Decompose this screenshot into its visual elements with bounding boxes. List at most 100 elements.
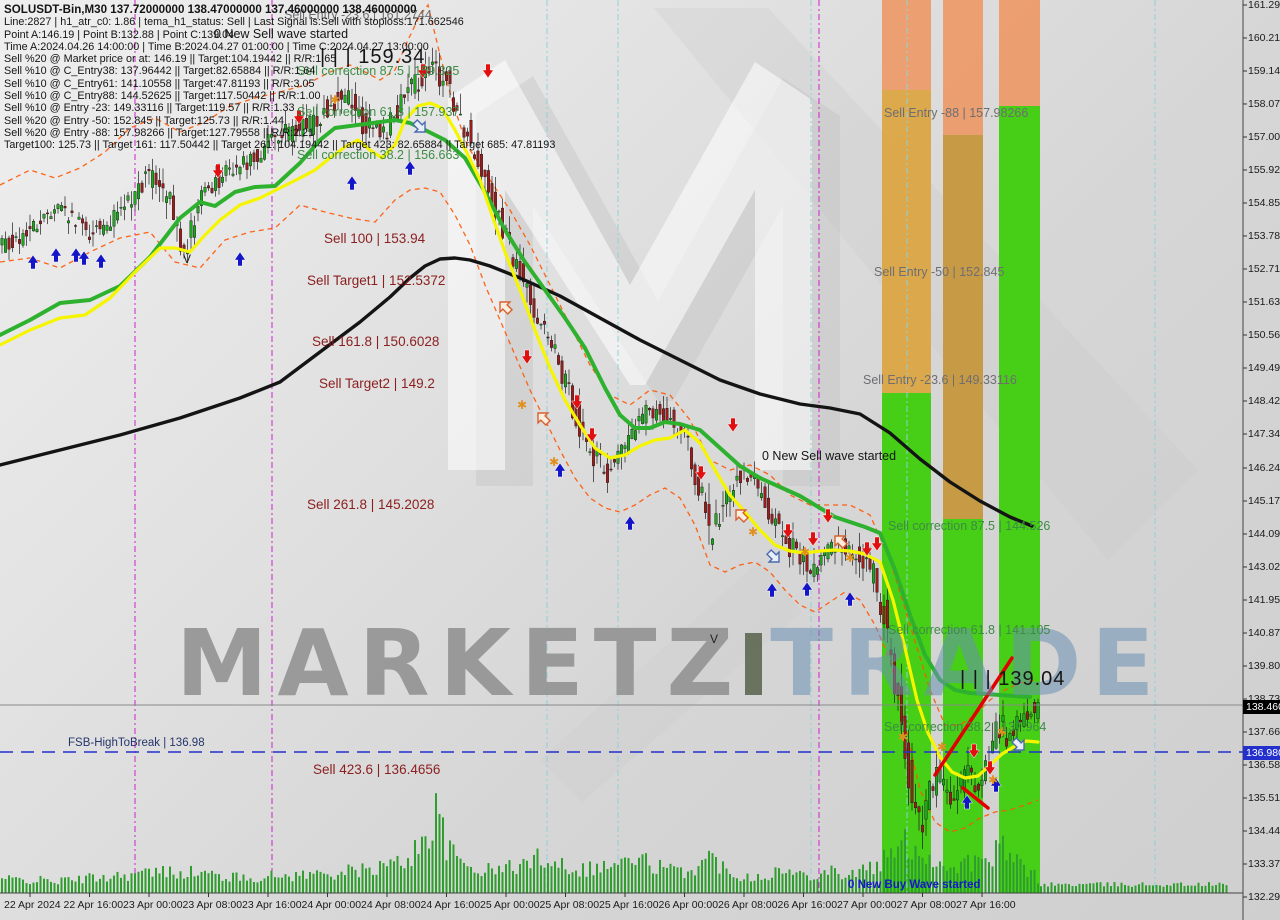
candle-body (557, 355, 560, 365)
volume-tick (1057, 883, 1060, 893)
volume-bar (904, 829, 906, 893)
volume-bar (120, 877, 122, 893)
volume-tick (1047, 886, 1049, 893)
volume-bar (1, 878, 3, 893)
candle-body (343, 94, 347, 103)
candle-body (123, 206, 126, 210)
candle-body (830, 541, 833, 555)
price-axis-label: 135.517 (1248, 791, 1280, 804)
sell-arrow-icon (482, 63, 494, 79)
candle-body (980, 779, 984, 786)
price-axis-label: 151.637 (1248, 296, 1280, 308)
stamp-arrow-up-icon (411, 118, 426, 133)
candle-body (102, 224, 105, 235)
volume-bar (78, 875, 80, 893)
buy-arrow-icon (990, 777, 1002, 793)
volume-bar (305, 878, 308, 893)
time-axis-label: 25 Apr 16:00 (599, 899, 659, 911)
candle-body (448, 70, 452, 84)
stamp-arrow-down-icon (834, 535, 849, 550)
time-axis-label: 26 Apr 16:00 (777, 899, 838, 911)
volume-bar (400, 865, 402, 893)
volume-bar (564, 869, 567, 893)
candle-body (991, 740, 994, 754)
trendline[interactable] (961, 786, 990, 810)
candle-body (546, 336, 550, 339)
volume-bar (8, 875, 10, 893)
candle-body (739, 470, 742, 484)
volume-bar (718, 873, 721, 893)
volume-bar (365, 868, 367, 893)
sell-arrow-icon (861, 541, 873, 557)
volume-bar (81, 883, 84, 893)
volume-bar (963, 858, 966, 893)
brand-watermark: MARKETZ TRADE (176, 618, 1164, 710)
candle-body (928, 781, 931, 810)
price-axis-label: 160.218 (1248, 31, 1280, 44)
volume-bar (144, 868, 147, 893)
candle-body (196, 206, 200, 214)
buy-arrow-icon (624, 515, 636, 531)
candle-body (399, 94, 403, 113)
price-axis-label: 147.347 (1248, 428, 1280, 440)
volume-bar (477, 873, 479, 893)
volume-bar (1023, 864, 1025, 893)
volume-bar (554, 861, 556, 893)
ma-yellow-line (0, 101, 1040, 780)
time-axis-label: 25 Apr 08:00 (539, 899, 600, 911)
envelope-upper-line (0, 3, 1036, 726)
volume-bar (452, 844, 455, 893)
stamp-arrow-up-icon (765, 548, 780, 563)
time-axis-label: 22 Apr 16:00 (63, 899, 124, 911)
volume-bar (928, 854, 931, 893)
trendline[interactable] (933, 656, 1014, 777)
volume-bar (382, 863, 385, 893)
volume-bar (750, 881, 752, 893)
volume-bar (627, 857, 630, 893)
price-axis-label: 137.662 (1248, 725, 1280, 738)
time-axis-label: 27 Apr 08:00 (896, 899, 957, 911)
price-axis-label: 146.242 (1248, 462, 1280, 474)
stamp-arrow-down-icon (735, 509, 750, 524)
price-axis-label: 141.952 (1248, 593, 1280, 606)
volume-bar (704, 858, 707, 893)
volume-bar (708, 850, 710, 893)
volume-tick (1159, 885, 1161, 893)
candle-body (690, 447, 693, 470)
candle-body (515, 259, 518, 269)
volume-tick (1148, 885, 1151, 893)
volume-bar (438, 813, 441, 893)
volume-tick (1152, 885, 1154, 893)
buy-arrow-icon (70, 247, 82, 263)
volume-bar (88, 873, 91, 893)
info-line: Sell %10 @ C_Entry38: 137.96442 || Targe… (4, 65, 316, 78)
volume-bar (722, 861, 724, 893)
volume-bar (253, 882, 255, 893)
volume-bar (865, 870, 868, 893)
volume-bar (543, 867, 546, 893)
price-axis-label: 153.783 (1248, 229, 1280, 242)
volume-bar (697, 866, 700, 893)
candle-body (973, 785, 977, 792)
candle-body (1022, 713, 1026, 727)
candle-body (770, 513, 774, 524)
candle-body (970, 767, 973, 773)
volume-bar (897, 846, 899, 893)
volume-bar (981, 859, 983, 893)
candle-body (210, 187, 214, 193)
candle-body (1036, 702, 1040, 719)
volume-bar (358, 877, 360, 893)
candle-body (151, 170, 154, 188)
volume-bar (267, 876, 269, 893)
volume-bar (634, 864, 637, 893)
volume-bar (148, 868, 150, 893)
volume-bar (974, 855, 976, 893)
volume-bar (788, 869, 791, 893)
volume-bar (711, 853, 714, 893)
candle-body (872, 563, 875, 584)
candle-body (452, 97, 455, 112)
volume-tick (1134, 885, 1137, 893)
volume-bar (193, 876, 196, 893)
info-line: Sell %20 @ Market price or at: 146.19 ||… (4, 53, 337, 66)
